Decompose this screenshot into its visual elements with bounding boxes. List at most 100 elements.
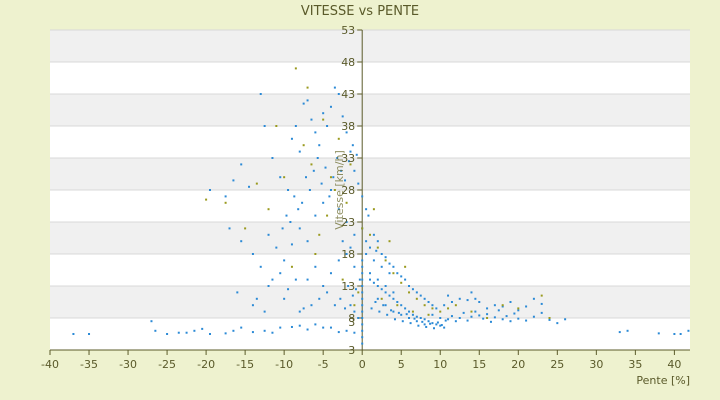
data-point — [423, 318, 426, 321]
data-point — [397, 311, 400, 314]
data-point — [365, 208, 368, 211]
data-point-alt — [439, 310, 442, 313]
data-point — [318, 144, 321, 147]
data-point — [443, 326, 446, 329]
data-point — [340, 169, 343, 172]
data-point — [224, 332, 227, 335]
data-point-alt — [384, 259, 387, 262]
data-point — [332, 176, 335, 179]
data-point — [301, 201, 304, 204]
y-tick-label: 28 — [341, 184, 355, 197]
data-point-alt — [447, 307, 450, 310]
x-tick-label: 30 — [589, 358, 603, 371]
data-point — [298, 310, 301, 313]
data-point — [365, 253, 368, 255]
data-point — [392, 310, 395, 313]
data-point-alt — [329, 176, 332, 179]
x-tick-label: -30 — [119, 358, 137, 371]
data-point-alt — [275, 125, 278, 127]
data-point — [302, 307, 305, 310]
data-point — [474, 310, 477, 313]
data-point — [361, 297, 364, 300]
data-point — [400, 275, 403, 278]
data-point — [411, 288, 414, 291]
data-point — [310, 118, 313, 121]
data-point — [324, 166, 327, 169]
data-point — [185, 331, 188, 334]
data-point-alt — [470, 310, 473, 313]
data-point — [376, 285, 379, 287]
data-point — [259, 93, 262, 95]
data-point-alt — [318, 233, 321, 236]
data-point — [177, 331, 180, 334]
data-point — [458, 297, 461, 300]
data-point — [361, 317, 364, 319]
data-point — [353, 169, 356, 172]
data-point — [275, 246, 278, 249]
grid-band — [50, 222, 690, 254]
data-point-alt — [400, 281, 403, 284]
data-point — [388, 262, 391, 265]
data-point — [486, 313, 489, 316]
data-point — [501, 305, 504, 308]
x-tick-label: 25 — [550, 358, 564, 371]
data-point — [454, 320, 457, 323]
data-point — [376, 278, 379, 281]
data-point — [259, 265, 262, 268]
data-point — [283, 259, 286, 262]
data-point — [361, 323, 364, 326]
data-point-alt — [501, 304, 504, 307]
x-tick-label: 40 — [667, 358, 681, 371]
data-point — [326, 125, 329, 127]
data-point — [251, 331, 254, 334]
data-point-alt — [224, 201, 227, 204]
data-point-alt — [388, 240, 391, 243]
x-tick-label: -40 — [41, 358, 59, 371]
data-point — [345, 131, 348, 134]
data-point — [384, 256, 387, 259]
axes — [49, 29, 690, 355]
data-point-alt — [314, 253, 317, 255]
grid-band — [50, 158, 690, 190]
data-point-alt — [369, 233, 371, 236]
data-point — [489, 320, 492, 323]
x-tick-label: 0 — [359, 358, 366, 371]
chart-title: VITESSE vs PENTE — [301, 4, 419, 19]
data-point-alt — [396, 304, 399, 307]
data-point — [478, 314, 481, 317]
data-point-alt — [322, 118, 325, 121]
data-point — [209, 333, 211, 335]
data-point — [431, 304, 434, 307]
data-point — [497, 309, 500, 312]
data-point — [540, 302, 543, 305]
x-tick-label: 20 — [511, 358, 525, 371]
data-point — [548, 318, 551, 321]
data-point — [353, 233, 356, 236]
data-point — [673, 333, 676, 335]
x-tick-label: -10 — [275, 358, 293, 371]
x-tick-label: -20 — [197, 358, 215, 371]
data-point — [154, 329, 157, 332]
grid-band — [50, 94, 690, 126]
data-point — [411, 313, 414, 316]
data-point — [365, 240, 368, 243]
data-point — [405, 313, 408, 316]
data-point — [470, 291, 473, 294]
data-point — [382, 304, 385, 307]
data-point — [450, 315, 453, 318]
data-point — [369, 246, 371, 249]
data-point — [287, 189, 290, 191]
data-point-alt — [357, 291, 360, 294]
data-point — [333, 86, 336, 89]
data-point-alt — [431, 307, 434, 310]
data-point-alt — [517, 307, 520, 310]
data-point — [263, 310, 266, 313]
data-point — [425, 325, 428, 328]
data-point — [361, 272, 364, 275]
data-point — [378, 310, 381, 313]
data-point — [322, 112, 325, 115]
data-point — [306, 240, 309, 243]
data-point — [372, 281, 375, 284]
